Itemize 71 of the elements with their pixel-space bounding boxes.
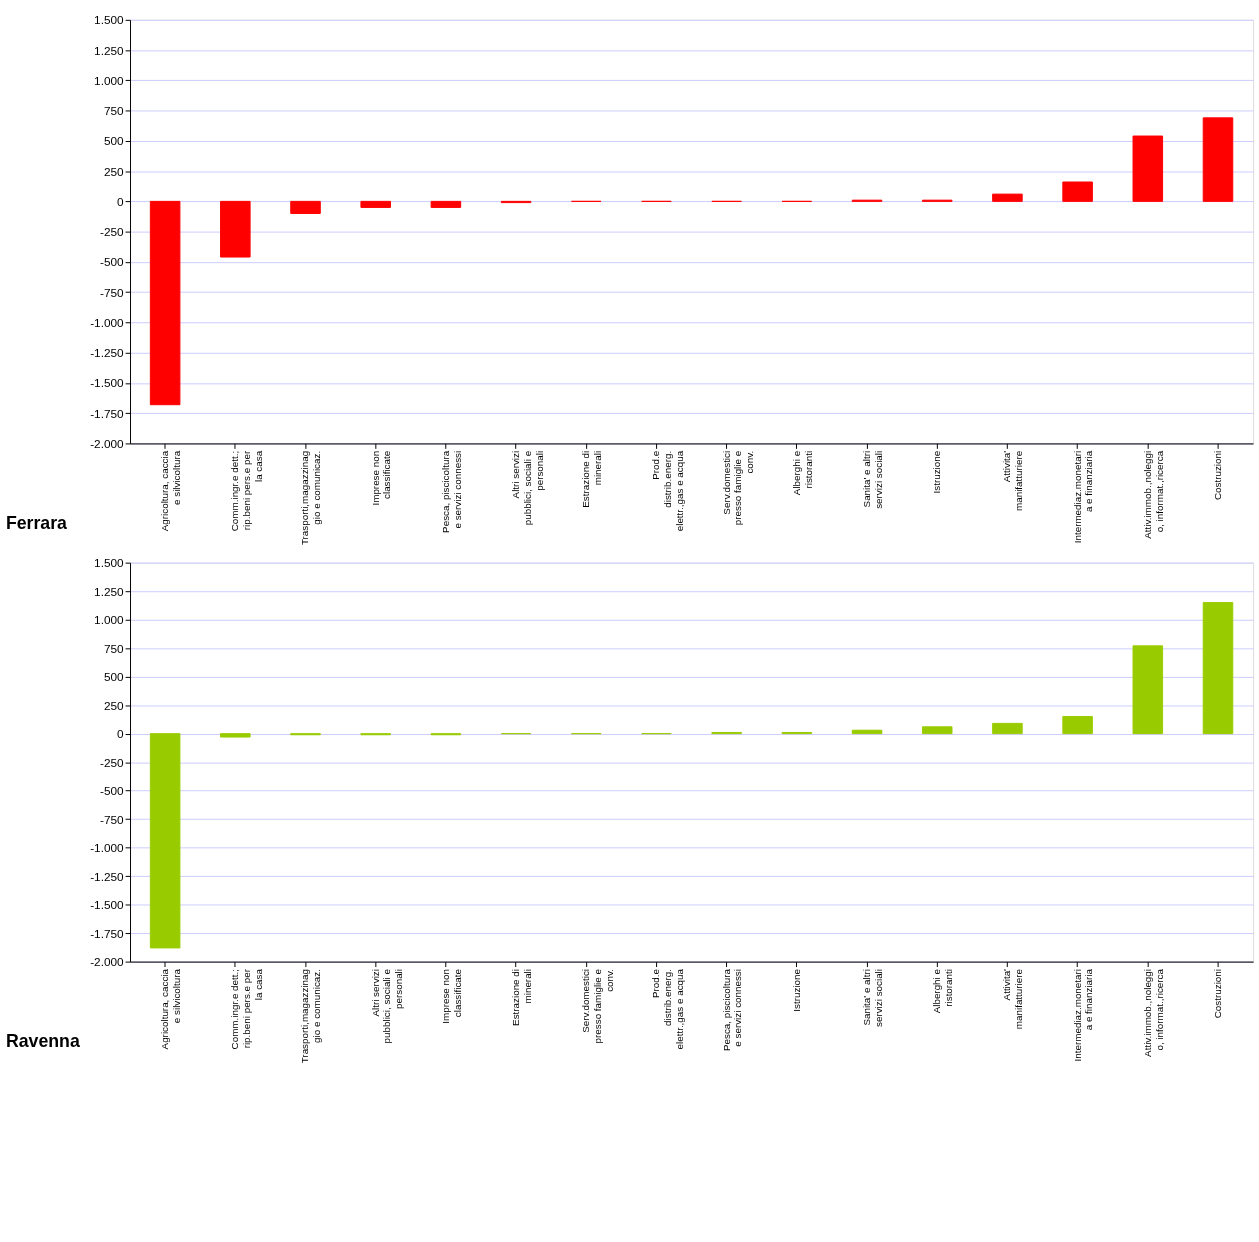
x-tick-label: Trasporti,magazzinaggio e comunicaz. <box>299 450 323 546</box>
bar <box>1062 716 1093 735</box>
y-tick-label: -2.000 <box>90 436 125 451</box>
bar <box>992 722 1023 735</box>
y-tick-label: 750 <box>103 104 125 119</box>
y-tick-label: 1.500 <box>94 556 125 571</box>
y-tick-label: -1.000 <box>90 315 125 330</box>
y-tick-label: 0 <box>117 194 125 209</box>
x-tick-label: Comm.ingr.e dett.; rip.beni pers.e per la casa <box>229 968 264 1050</box>
y-tick-label: 1.500 <box>94 13 125 28</box>
y-tick-label: 1.000 <box>94 73 125 88</box>
y-tick-label: -500 <box>99 784 125 799</box>
x-tick-label: Estrazione di minerali <box>510 969 533 1026</box>
y-tick-label: 500 <box>103 134 125 149</box>
y-tick-label: -2.000 <box>90 955 125 970</box>
x-tick-label: Agricoltura, caccia e silvicoltura <box>159 450 182 532</box>
x-tick-label: Costruzioni <box>1211 969 1223 1019</box>
x-tick-label: Trasporti,magazzinaggio e comunicaz. <box>299 969 323 1064</box>
bar <box>220 200 251 258</box>
y-tick-label: -500 <box>99 255 125 270</box>
bar <box>992 193 1023 202</box>
x-tick-label: Altri servizi pubblici, sociali e personali <box>510 450 545 526</box>
y-tick-label: 1.000 <box>94 613 125 628</box>
y-tick-label: -250 <box>99 225 125 240</box>
x-tick-label: Serv.domestici presso famiglie e conv. <box>580 968 615 1044</box>
y-tick-label: -1.000 <box>90 841 125 856</box>
y-tick-label: 1.250 <box>94 584 125 599</box>
bar <box>1062 181 1093 202</box>
x-tick-label: Istruzione <box>790 968 802 1012</box>
bar <box>149 200 181 406</box>
y-tick-label: -1.500 <box>90 898 125 913</box>
y-tick-label: 1.250 <box>94 43 125 58</box>
bar <box>1202 117 1234 202</box>
bar <box>360 200 391 208</box>
bar <box>149 733 181 949</box>
x-tick-label: Estrazione di minerali <box>580 450 604 508</box>
text: Ferrara <box>5 512 68 533</box>
x-tick-label: Serv.domestici presso famiglie e conv. <box>720 450 756 526</box>
bar <box>851 729 883 735</box>
y-tick-label: 500 <box>103 670 125 685</box>
text: Ravenna <box>5 1031 80 1052</box>
y-tick-label: -1.750 <box>90 926 125 941</box>
bar <box>921 726 953 735</box>
x-tick-label: Imprese non classificate <box>369 450 393 506</box>
y-tick-label: -1.500 <box>90 376 125 391</box>
x-tick-label: Istruzione <box>931 450 943 494</box>
x-tick-label: Alberghi e ristoranti <box>931 968 955 1014</box>
bar <box>430 200 462 208</box>
bar <box>1202 602 1234 735</box>
bar <box>290 200 321 214</box>
y-tick-label: 0 <box>117 727 125 742</box>
x-tick-label: Attivita' manifatturiere <box>1001 450 1025 512</box>
x-tick-label: Comm.ingr.e dett.; rip.beni pers.e per la casa <box>229 450 264 532</box>
x-tick-label: Sanita' e altri servizi sociali <box>861 969 884 1027</box>
y-tick-label: -750 <box>99 285 125 300</box>
x-tick-label: Agricoltura, caccia e silvicoltura <box>159 968 182 1050</box>
y-tick-label: 250 <box>103 698 125 713</box>
bar <box>220 733 251 738</box>
x-tick-label: Sanita' e altri servizi sociali <box>861 450 884 509</box>
y-tick-label: -750 <box>99 812 125 827</box>
bar <box>1132 135 1164 202</box>
bar <box>1132 645 1164 735</box>
x-tick-label: Costruzioni <box>1211 450 1223 501</box>
y-tick-label: 750 <box>103 641 125 656</box>
y-tick-label: -250 <box>99 755 125 770</box>
y-tick-label: 250 <box>103 164 125 179</box>
x-tick-label: Altri servizi pubblici, sociali e personali <box>369 968 405 1044</box>
x-tick-label: Alberghi e ristoranti <box>790 450 814 496</box>
y-tick-label: -1.250 <box>90 346 125 361</box>
y-tick-label: -1.250 <box>90 869 125 884</box>
y-tick-label: -1.750 <box>90 406 125 421</box>
